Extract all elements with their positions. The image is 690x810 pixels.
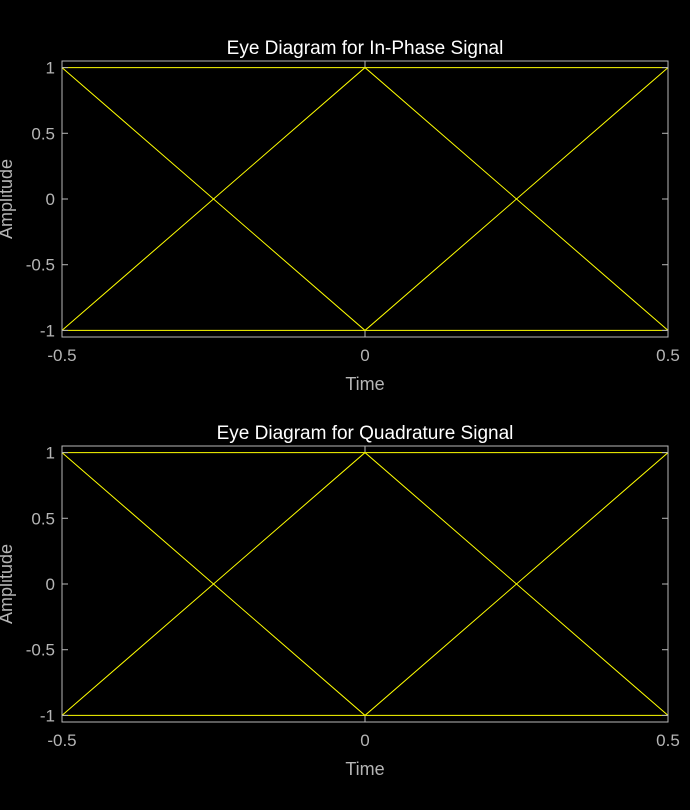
x-tick-label: -0.5	[47, 731, 76, 750]
y-axis-label: Amplitude	[0, 544, 16, 624]
x-tick-label: 0.5	[656, 731, 680, 750]
x-tick-label: 0	[360, 346, 369, 365]
plot-area: -0.5 0 0.5 1 0.5 0 -0.5 -1	[26, 59, 680, 365]
y-tick-label: 1	[46, 59, 55, 78]
eye-trace-line	[61, 451, 669, 716]
y-axis-label: Amplitude	[0, 159, 16, 239]
chart-title: Eye Diagram for In-Phase Signal	[227, 38, 504, 59]
x-axis-label: Time	[345, 759, 384, 779]
x-axis-label: Time	[345, 374, 384, 394]
y-tick-label: -0.5	[26, 641, 55, 660]
y-tick-label: -1	[40, 706, 55, 725]
y-tick-label: -0.5	[26, 256, 55, 275]
y-tick-label: 0.5	[31, 509, 55, 528]
eye-trace-line	[61, 452, 669, 717]
plot-area: -0.5 0 0.5 1 0.5 0 -0.5 -1	[26, 444, 680, 750]
chart-quadrature: Eye Diagram for Quadrature Signal Time A…	[0, 423, 680, 779]
chart-title: Eye Diagram for Quadrature Signal	[217, 423, 514, 444]
y-tick-label: 0	[46, 575, 55, 594]
eye-trace-line	[61, 66, 669, 331]
x-tick-label: 0	[360, 731, 369, 750]
x-tick-label: 0.5	[656, 346, 680, 365]
y-tick-label: -1	[40, 321, 55, 340]
y-tick-label: 1	[46, 444, 55, 463]
y-tick-label: 0	[46, 190, 55, 209]
y-tick-label: 0.5	[31, 124, 55, 143]
chart-in-phase: Eye Diagram for In-Phase Signal Time Amp…	[0, 38, 680, 394]
x-tick-label: -0.5	[47, 346, 76, 365]
eye-trace-line	[61, 67, 669, 332]
